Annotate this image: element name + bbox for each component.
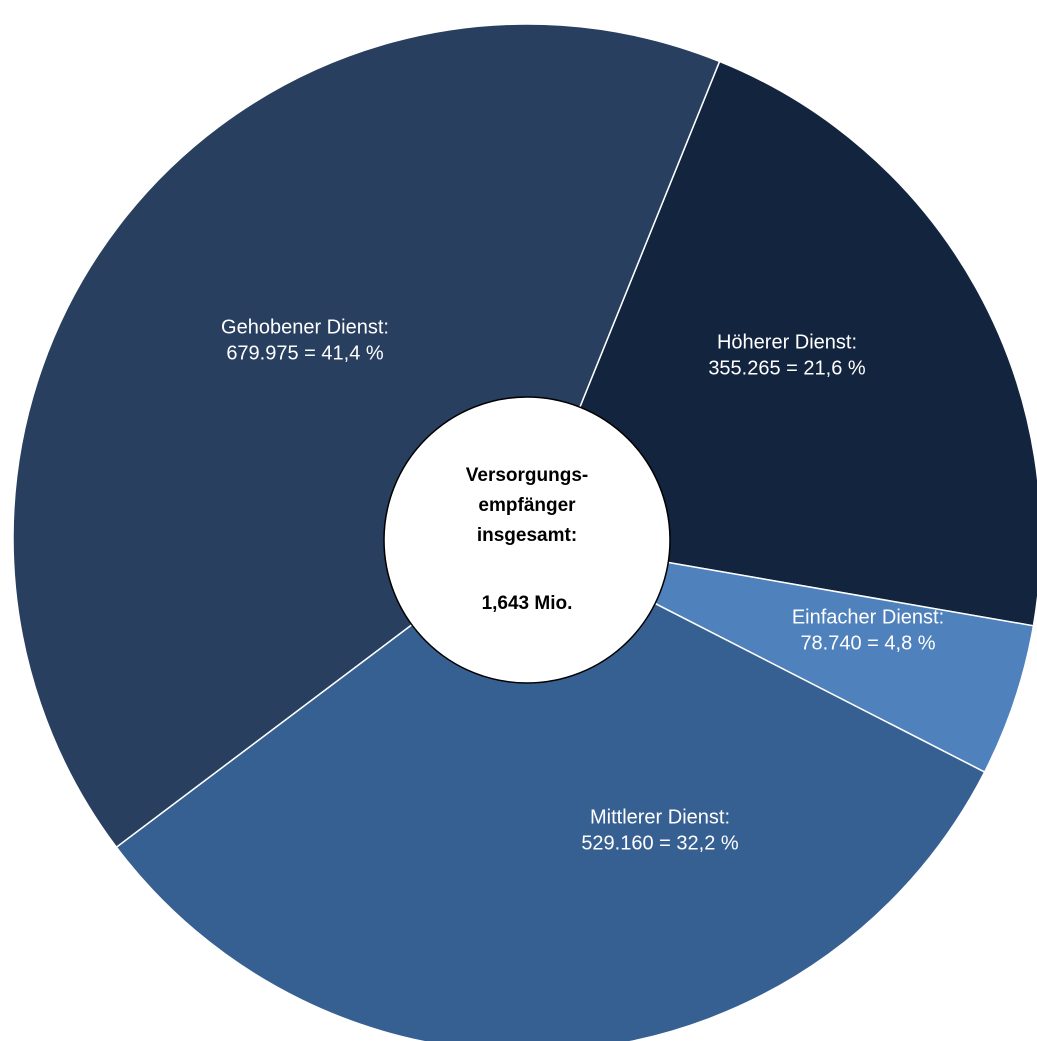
center-label: insgesamt:	[477, 525, 577, 546]
center-label: empfänger	[478, 495, 576, 516]
slice-label: Einfacher Dienst:	[792, 606, 944, 628]
slice-label: Mittlerer Dienst:	[590, 806, 730, 828]
value-label: 78.740 = 4,8 %	[800, 632, 935, 654]
value-label: 355.265 = 21,6 %	[708, 357, 866, 379]
slice	[115, 537, 986, 1041]
slice	[12, 23, 721, 849]
value-label: 679.975 = 41,4 %	[226, 342, 384, 364]
value-label: 529.160 = 32,2 %	[581, 832, 739, 854]
slice-label: Höherer Dienst:	[717, 331, 857, 353]
center-label: Versorgungs-	[466, 465, 588, 486]
total-label: 1,643 Mio.	[482, 593, 573, 614]
center-circle	[383, 396, 671, 684]
slice-label: Gehobener Dienst:	[221, 316, 389, 338]
